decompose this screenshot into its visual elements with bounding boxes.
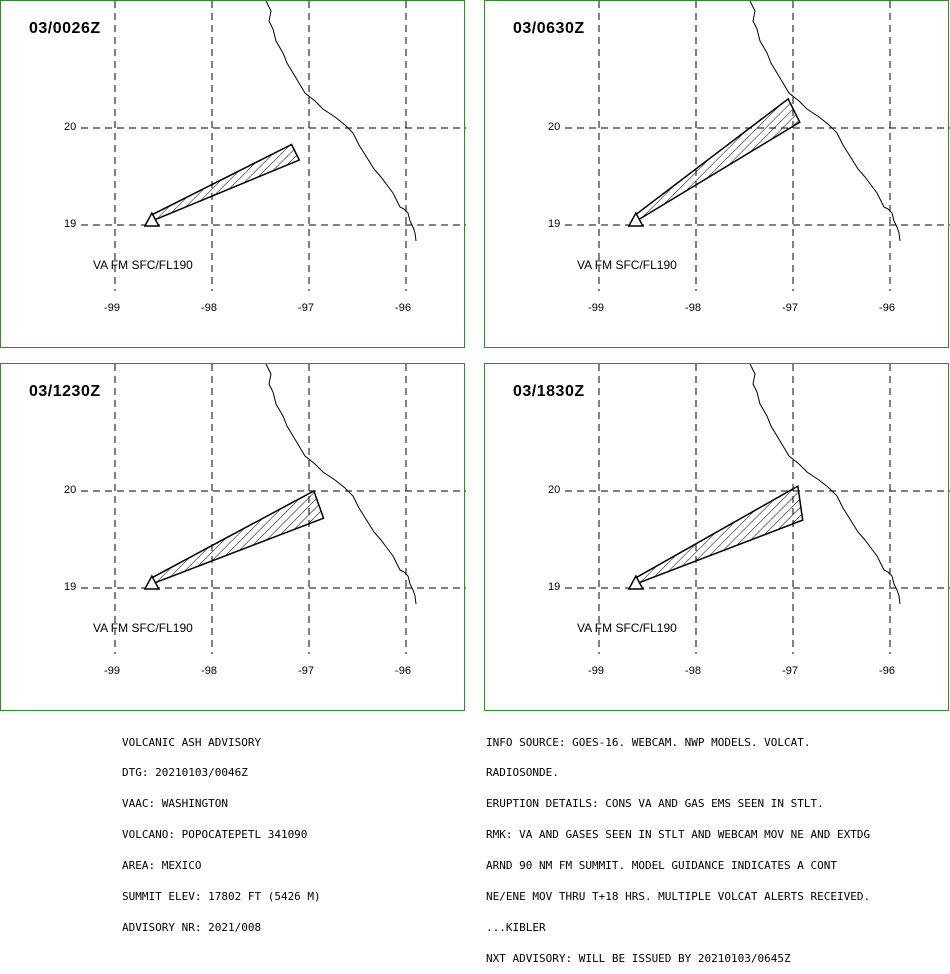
lon-label-96: -96 [879, 665, 895, 677]
advisory-line: RADIOSONDE. [486, 766, 559, 780]
advisory-line: VOLCANO: POPOCATEPETL 341090 [122, 828, 308, 842]
volcano-triangle-icon [143, 574, 161, 590]
advisory-line: ...KIBLER [486, 920, 546, 934]
lat-label-19: 19 [548, 581, 561, 593]
advisory-line: AREA: MEXICO [122, 859, 202, 873]
advisory-line: ADVISORY NR: 2021/008 [122, 920, 262, 934]
volcano-triangle-icon [143, 211, 161, 227]
map-panel-1: 03/0026Z VA FM SFC/FL190 20 19 -99 -98 -… [0, 0, 466, 348]
panel-time-label: 03/0026Z [29, 20, 101, 37]
lon-label-99: -99 [588, 302, 604, 314]
map-panel-4: 03/1830Z VA FM SFC/FL190 20 19 -99 -98 -… [484, 363, 950, 711]
ash-cloud-polygon [149, 489, 325, 585]
lat-label-19: 19 [64, 218, 77, 230]
volcano-triangle-icon [627, 574, 645, 590]
advisory-line: INFO SOURCE: GOES-16. WEBCAM. NWP MODELS… [486, 735, 811, 749]
lon-label-97: -97 [782, 302, 798, 314]
lon-label-98: -98 [685, 302, 701, 314]
panel-time-label: 03/1230Z [29, 383, 101, 400]
lon-label-99: -99 [588, 665, 604, 677]
lon-label-97: -97 [298, 302, 314, 314]
panel-time-label: 03/0630Z [513, 20, 585, 37]
ash-level-label: VA FM SFC/FL190 [577, 621, 677, 635]
ash-cloud-polygon [633, 484, 804, 585]
panel-time-label: 03/1830Z [513, 383, 585, 400]
ash-level-label: VA FM SFC/FL190 [93, 621, 193, 635]
ash-level-label: VA FM SFC/FL190 [577, 258, 677, 272]
coastline [749, 1, 901, 242]
lat-label-19: 19 [548, 218, 561, 230]
advisory-line: ARND 90 NM FM SUMMIT. MODEL GUIDANCE IND… [486, 859, 837, 873]
advisory-line: VAAC: WASHINGTON [122, 797, 228, 811]
advisory-line: DTG: 20210103/0046Z [122, 766, 248, 780]
lon-label-99: -99 [104, 665, 120, 677]
advisory-line: SUMMIT ELEV: 17802 FT (5426 M) [122, 890, 321, 904]
advisory-header-block: VOLCANIC ASH ADVISORY DTG: 20210103/0046… [122, 717, 321, 944]
advisory-details-block: INFO SOURCE: GOES-16. WEBCAM. NWP MODELS… [486, 717, 870, 974]
lon-label-97: -97 [298, 665, 314, 677]
lat-label-20: 20 [64, 121, 77, 133]
volcano-triangle-icon [627, 211, 645, 227]
lon-label-97: -97 [782, 665, 798, 677]
lat-label-19: 19 [64, 581, 77, 593]
lon-label-96: -96 [879, 302, 895, 314]
lon-label-99: -99 [104, 302, 120, 314]
lon-label-98: -98 [201, 302, 217, 314]
lon-label-98: -98 [685, 665, 701, 677]
lat-label-20: 20 [64, 484, 77, 496]
lat-label-20: 20 [548, 484, 561, 496]
map-canvas [81, 364, 466, 654]
map-panel-3: 03/1230Z VA FM SFC/FL190 20 19 -99 -98 -… [0, 363, 466, 711]
lat-label-20: 20 [548, 121, 561, 133]
lon-label-96: -96 [395, 665, 411, 677]
map-panel-2: 03/0630Z VA FM SFC/FL190 20 19 -99 -98 -… [484, 0, 950, 348]
advisory-line: NXT ADVISORY: WILL BE ISSUED BY 20210103… [486, 951, 791, 965]
coastline [265, 364, 417, 605]
coastline [265, 1, 417, 242]
advisory-line: RMK: VA AND GASES SEEN IN STLT AND WEBCA… [486, 828, 871, 842]
lon-label-96: -96 [395, 302, 411, 314]
ash-level-label: VA FM SFC/FL190 [93, 258, 193, 272]
ash-cloud-polygon [633, 97, 801, 222]
ash-cloud-polygon [149, 143, 301, 222]
lon-label-98: -98 [201, 665, 217, 677]
map-canvas [81, 1, 466, 291]
advisory-line: VOLCANIC ASH ADVISORY [122, 735, 262, 749]
advisory-line: NE/ENE MOV THRU T+18 HRS. MULTIPLE VOLCA… [486, 890, 871, 904]
advisory-line: ERUPTION DETAILS: CONS VA AND GAS EMS SE… [486, 797, 824, 811]
map-canvas [565, 364, 950, 654]
coastline [749, 364, 901, 605]
map-canvas [565, 1, 950, 291]
